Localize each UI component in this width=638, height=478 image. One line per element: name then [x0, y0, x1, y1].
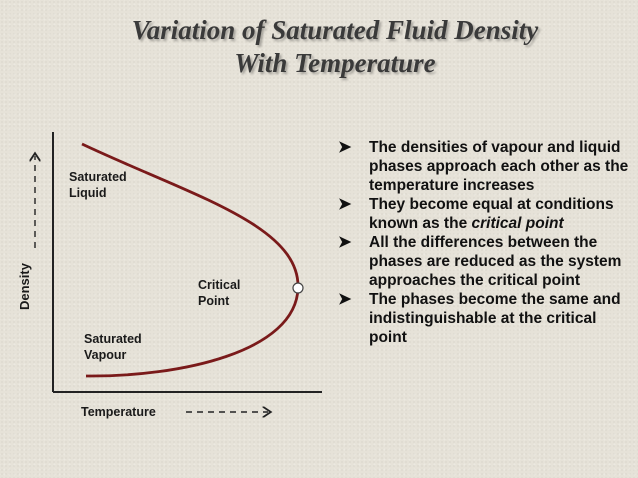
arrow-bullet-icon: ➤: [338, 234, 352, 251]
bullet-emphasis: critical point: [471, 215, 564, 232]
critical-point-label: Critical Point: [198, 278, 241, 308]
bullet-item: ➤ The phases become the same and indisti…: [335, 290, 635, 347]
arrow-bullet-icon: ➤: [338, 196, 352, 213]
critical-point-marker: [292, 282, 304, 294]
bullet-item: ➤ The densities of vapour and liquid pha…: [335, 138, 635, 195]
arrow-bullet-icon: ➤: [338, 139, 352, 156]
slide-title: Variation of Saturated Fluid Density Wit…: [100, 14, 570, 80]
bullet-text: The phases become the same and indisting…: [369, 291, 621, 346]
temperature-axis-label: Temperature: [81, 405, 156, 419]
bullet-item: ➤ They become equal at conditions known …: [335, 195, 635, 233]
bullet-text: All the differences between the phases a…: [369, 234, 622, 289]
bullet-text: The densities of vapour and liquid phase…: [369, 139, 629, 194]
saturated-liquid-label: Saturated Liquid: [69, 170, 127, 200]
bullet-item: ➤ All the differences between the phases…: [335, 233, 635, 290]
arrow-bullet-icon: ➤: [338, 291, 352, 308]
saturated-vapour-label: Saturated Vapour: [84, 332, 142, 362]
title-line-1: Variation of Saturated Fluid Density: [131, 15, 539, 45]
bullet-text: They become equal at conditions known as…: [369, 196, 614, 232]
density-axis-label: Density: [17, 263, 32, 310]
bullet-list: ➤ The densities of vapour and liquid pha…: [335, 138, 635, 347]
title-line-2: With Temperature: [234, 48, 436, 78]
